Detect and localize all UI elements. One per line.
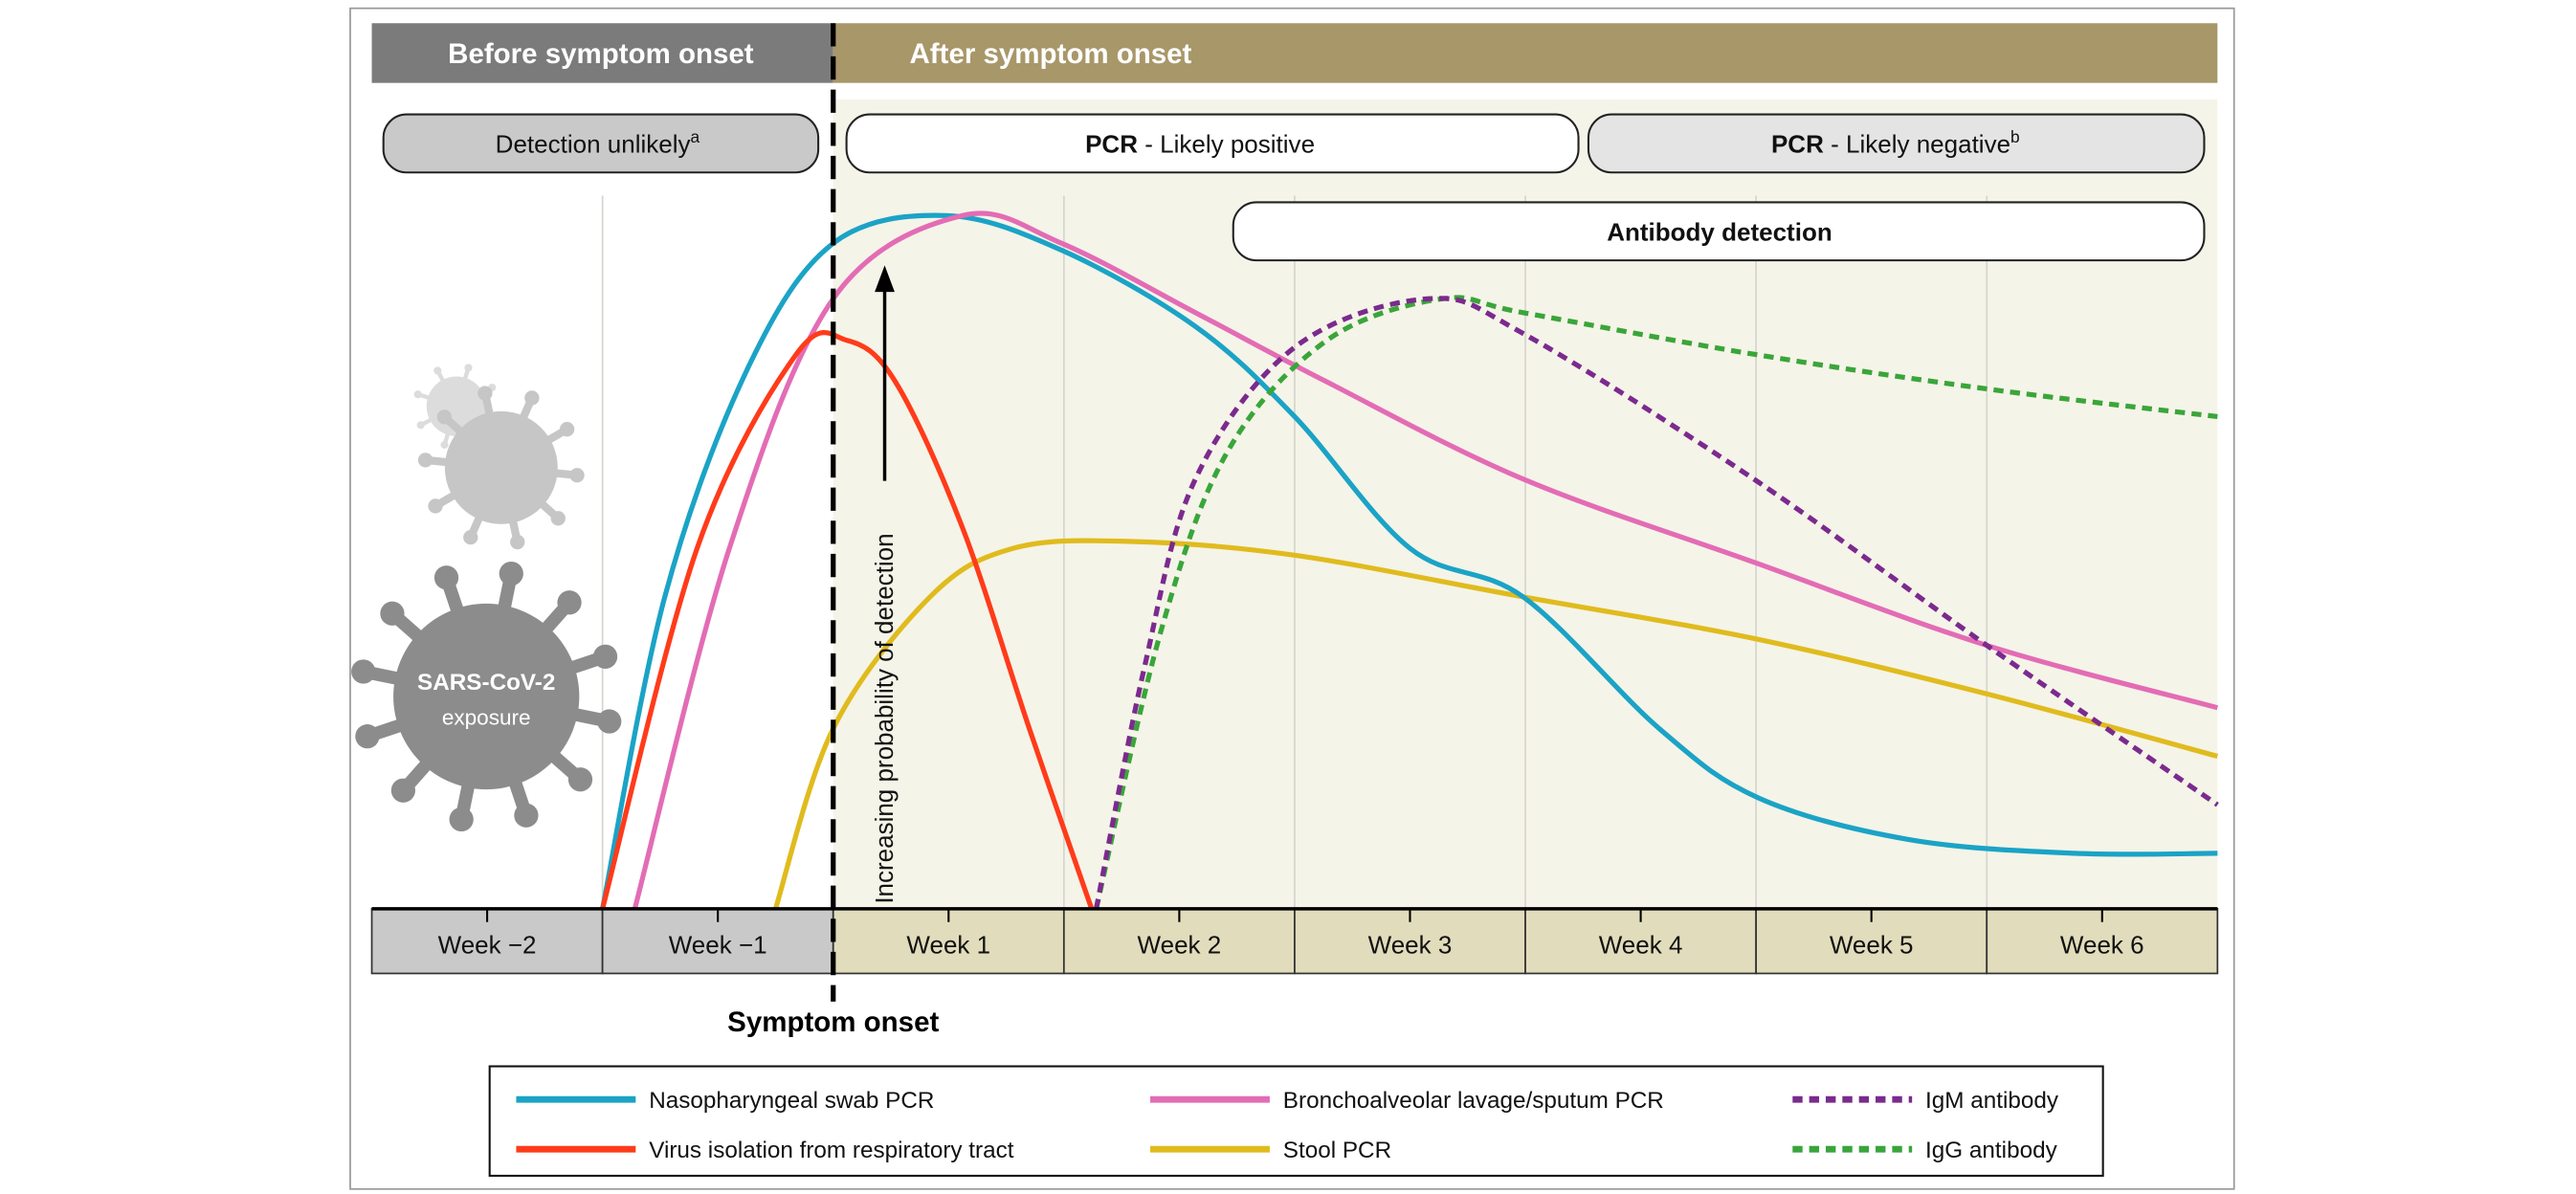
after-onset-header [833, 23, 2218, 83]
virus-spike-tip [355, 724, 380, 749]
week-label: Week 5 [1830, 931, 1914, 960]
virus-spike-tip [390, 778, 416, 803]
virus-spike-tip [449, 807, 474, 832]
virus-spike-tip [464, 364, 473, 372]
detection-curves [600, 210, 2219, 910]
series-line-virus-isolation-from-respiratory-tract [600, 330, 1095, 910]
virus-spike-tip [413, 390, 422, 399]
legend-items: Nasopharyngeal swab PCR Virus isolation f… [516, 1088, 2059, 1163]
sars-cov-2-virus-icon [351, 561, 622, 832]
virus-spike-tip [514, 803, 539, 828]
legend-label: Virus isolation from respiratory tract [649, 1138, 1014, 1163]
virus-fragment-icon [413, 364, 585, 550]
legend-label: Stool PCR [1283, 1138, 1391, 1163]
virus-label-line1: SARS-CoV-2 [417, 670, 555, 696]
week-label: Week 1 [906, 931, 990, 960]
virus-spike-tip [433, 565, 459, 590]
virus-spike-tip [597, 709, 622, 734]
antibody-detection-pill [1232, 201, 2206, 262]
legend-label: Bronchoalveolar lavage/sputum PCR [1283, 1088, 1664, 1114]
virus-spike-tip [567, 767, 593, 792]
virus-spike-tip [351, 659, 376, 684]
virus-body [444, 410, 558, 524]
legend-label: IgM antibody [1925, 1088, 2059, 1114]
virus-spike-tip [417, 453, 433, 468]
virus-spike-tip [569, 468, 585, 483]
virus-body [393, 603, 580, 790]
after-onset-label: After symptom onset [910, 38, 1192, 70]
virus-spike-tip [463, 529, 478, 545]
antibody-detection-text: Antibody detection [1607, 217, 1832, 246]
legend-label: Nasopharyngeal swab PCR [649, 1088, 934, 1114]
pcr-likely-negative-text: PCR - Likely negativeb [1771, 127, 2020, 158]
virus-spike-tip [592, 644, 618, 669]
series-line-nasopharyngeal-swab-pcr [600, 212, 2218, 910]
week-label: Week −1 [669, 931, 767, 960]
week-label: Week 3 [1368, 931, 1453, 960]
gridlines [601, 195, 1988, 909]
y-axis-label: Increasing probability of detection [870, 533, 899, 903]
virus-spike-tip [477, 386, 493, 401]
week-axis: Week −2 Week −1 Week 1 Week 2 Week 3 Week 4 We… [370, 907, 2219, 975]
virus-spike-tip [436, 409, 453, 425]
arrow-head-icon [875, 265, 895, 293]
before-onset-label: Before symptom onset [448, 38, 754, 70]
symptom-onset-label: Symptom onset [727, 1006, 939, 1038]
virus-spike-tip [559, 422, 575, 437]
virus-spike-tip [380, 601, 405, 626]
virus-spike-tip [433, 366, 442, 375]
before-onset-header [371, 23, 833, 83]
virus-spike-tip [428, 498, 443, 514]
virus-spike-tip [510, 534, 525, 550]
virus-spike-tip [524, 390, 540, 406]
week-label: Week 6 [2060, 931, 2144, 960]
week-label: Week −2 [438, 931, 537, 960]
legend [488, 1065, 2104, 1177]
week-label: Week 2 [1138, 931, 1222, 960]
series-line-igm-antibody [1094, 296, 2219, 910]
pcr-likely-positive-text: PCR - Likely positive [1085, 129, 1315, 158]
detection-unlikely-pill [382, 113, 820, 174]
pcr-likely-positive-pill [845, 113, 1580, 174]
virus-label-line2: exposure [442, 705, 531, 729]
virus-spike-tip [557, 590, 582, 615]
week-label: Week 4 [1599, 931, 1683, 960]
series-line-stool-pcr [772, 538, 2219, 910]
virus-spike-tip [550, 511, 566, 526]
legend-label: IgG antibody [1925, 1138, 2058, 1163]
pcr-likely-negative-pill [1587, 113, 2206, 174]
virus-spike-tip [440, 440, 449, 449]
series-line-bronchoalveolar-lavage-sputum-pcr [632, 210, 2219, 910]
virus-spike-tip [416, 421, 425, 430]
detection-unlikely-text: Detection unlikelya [496, 127, 700, 158]
virus-spike-tip [499, 561, 523, 586]
